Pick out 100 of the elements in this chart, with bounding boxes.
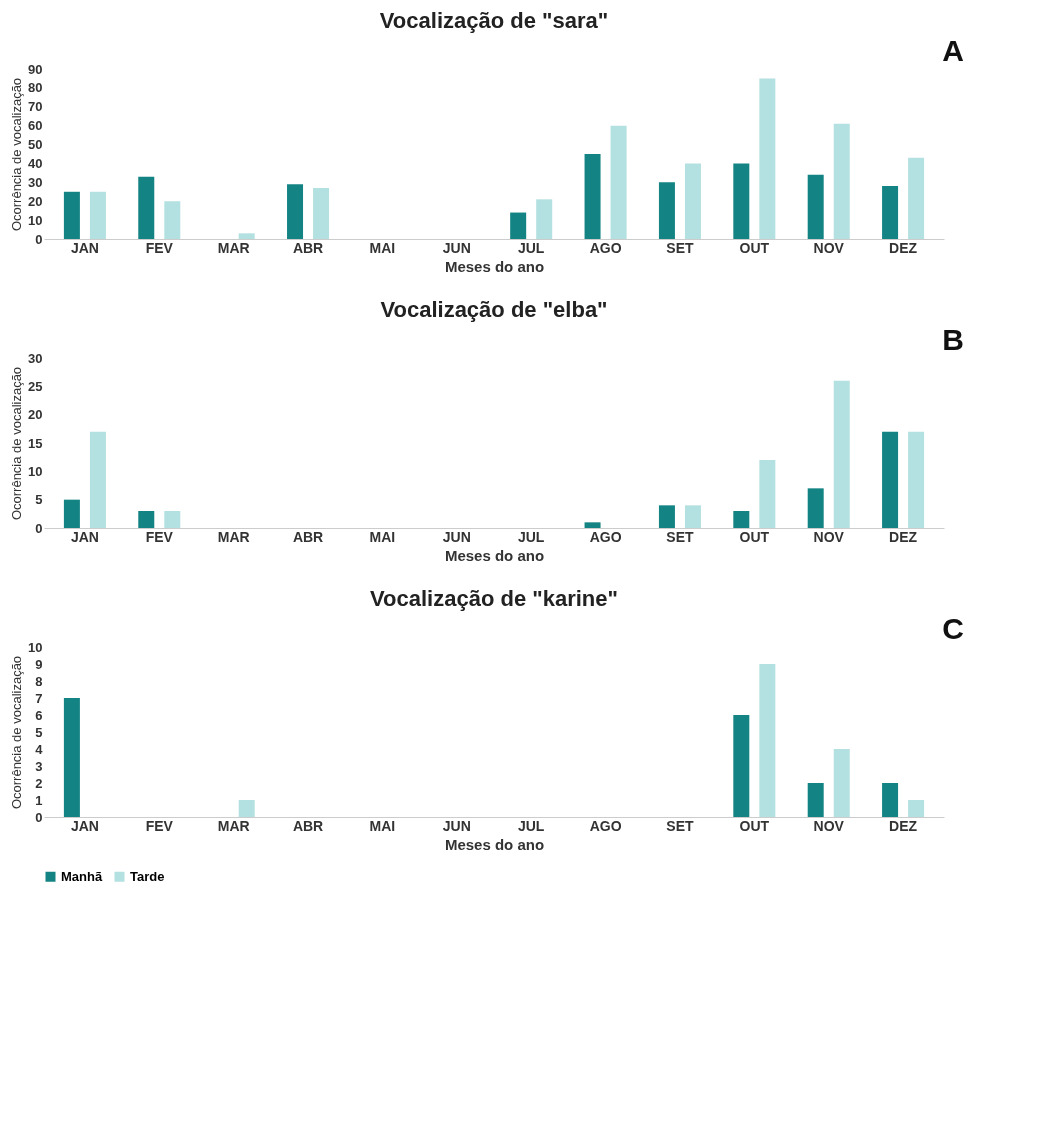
bar xyxy=(138,511,155,528)
bar xyxy=(658,182,675,239)
chart-title: Vocalização de "sara" xyxy=(379,8,609,33)
bar xyxy=(908,431,925,528)
bar xyxy=(882,186,899,239)
chart-title: Vocalização de "elba" xyxy=(380,297,608,322)
y-tick-label: 10 xyxy=(28,212,43,228)
x-axis-title: Meses do ano xyxy=(444,257,545,275)
x-tick-label: JUN xyxy=(442,817,471,834)
y-tick-label: 4 xyxy=(35,741,44,757)
x-tick-label: SET xyxy=(666,528,695,545)
x-tick-label: ABR xyxy=(292,817,324,834)
x-tick-label: SET xyxy=(666,817,695,834)
y-tick-label: 3 xyxy=(35,758,43,774)
y-axis-title: Ocorrência de vocalização xyxy=(9,77,25,232)
y-tick-label: 6 xyxy=(35,707,43,723)
y-tick-label: 40 xyxy=(28,155,43,171)
y-tick-label: 30 xyxy=(28,174,43,190)
y-tick-label: 80 xyxy=(28,80,43,96)
x-tick-label: FEV xyxy=(145,528,174,545)
y-tick-label: 8 xyxy=(35,673,43,689)
bar xyxy=(908,800,925,817)
bar xyxy=(164,511,181,528)
bar xyxy=(833,123,850,239)
x-tick-label: MAR xyxy=(217,817,250,834)
x-tick-label: JAN xyxy=(70,528,99,545)
y-tick-label: 1 xyxy=(35,792,43,808)
y-tick-label: 10 xyxy=(28,463,43,479)
x-tick-label: NOV xyxy=(813,817,845,834)
bar xyxy=(733,163,750,239)
x-tick-label: MAI xyxy=(369,528,396,545)
x-tick-label: AGO xyxy=(589,528,622,545)
x-tick-label: MAI xyxy=(369,817,396,834)
bar xyxy=(759,664,776,817)
y-tick-label: 0 xyxy=(35,231,43,247)
x-tick-label: NOV xyxy=(813,528,845,545)
bar xyxy=(733,715,750,817)
y-axis-title: Ocorrência de vocalização xyxy=(9,366,25,521)
x-tick-label: JUN xyxy=(442,239,471,256)
bar xyxy=(833,749,850,817)
bar xyxy=(684,163,701,239)
y-tick-label: 90 xyxy=(28,61,43,77)
x-tick-label: DEZ xyxy=(889,528,918,545)
text: B xyxy=(942,323,964,356)
x-tick-label: JUL xyxy=(517,528,545,545)
text: C xyxy=(942,612,964,645)
x-axis-title: Meses do ano xyxy=(444,546,545,564)
x-tick-label: AGO xyxy=(589,239,622,256)
bar xyxy=(313,188,330,239)
y-tick-label: 50 xyxy=(28,137,43,153)
y-tick-label: 25 xyxy=(28,378,43,394)
x-tick-label: ABR xyxy=(292,239,324,256)
bar xyxy=(63,499,80,528)
x-tick-label: AGO xyxy=(589,817,622,834)
bar xyxy=(833,380,850,528)
y-tick-label: 7 xyxy=(35,690,43,706)
chart-title: Vocalização de "karine" xyxy=(370,586,618,611)
y-tick-label: 0 xyxy=(35,809,43,825)
x-tick-label: FEV xyxy=(145,239,174,256)
bar xyxy=(807,174,824,239)
legend-label: Manhã xyxy=(61,868,103,884)
x-tick-label: NOV xyxy=(813,239,845,256)
bar xyxy=(138,176,155,239)
y-tick-label: 20 xyxy=(28,407,43,423)
x-tick-label: JAN xyxy=(70,239,99,256)
x-tick-label: SET xyxy=(666,239,695,256)
x-tick-label: DEZ xyxy=(889,239,918,256)
bar xyxy=(759,78,776,239)
y-tick-label: 9 xyxy=(35,656,43,672)
y-tick-label: 15 xyxy=(28,435,43,451)
y-tick-label: 5 xyxy=(35,492,43,508)
bar xyxy=(733,511,750,528)
bar xyxy=(684,505,701,528)
bar xyxy=(510,212,527,239)
bar xyxy=(658,505,675,528)
bar xyxy=(89,191,106,239)
bar xyxy=(882,431,899,528)
y-tick-label: 2 xyxy=(35,775,43,791)
bar xyxy=(63,191,80,239)
bar xyxy=(238,800,255,817)
bar xyxy=(882,783,899,817)
y-tick-label: 0 xyxy=(35,520,43,536)
x-tick-label: JUN xyxy=(442,528,471,545)
y-tick-label: 70 xyxy=(28,99,43,115)
bar xyxy=(807,783,824,817)
x-tick-label: OUT xyxy=(739,239,770,256)
x-tick-label: JUL xyxy=(517,817,545,834)
x-tick-label: DEZ xyxy=(889,817,918,834)
x-tick-label: JUL xyxy=(517,239,545,256)
x-tick-label: MAR xyxy=(217,239,250,256)
y-tick-label: 10 xyxy=(28,639,43,655)
x-tick-label: ABR xyxy=(292,528,324,545)
x-tick-label: MAR xyxy=(217,528,250,545)
bar xyxy=(584,522,601,528)
x-tick-label: OUT xyxy=(739,528,770,545)
bar xyxy=(584,154,601,239)
bar xyxy=(287,184,304,239)
text: A xyxy=(942,34,964,67)
legend-label: Tarde xyxy=(130,868,165,884)
y-tick-label: 60 xyxy=(28,118,43,134)
